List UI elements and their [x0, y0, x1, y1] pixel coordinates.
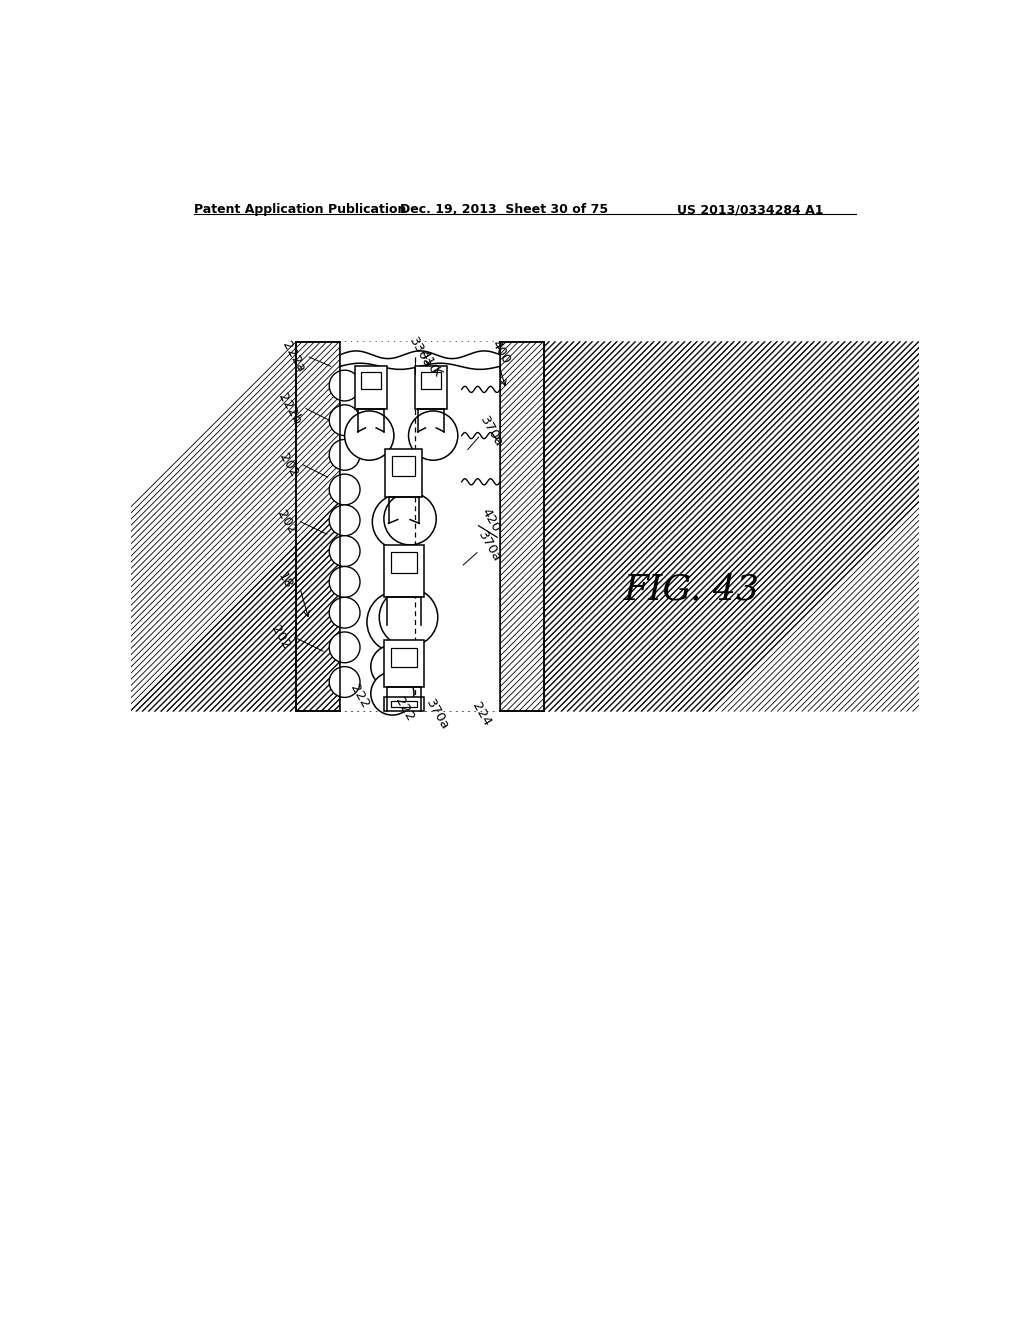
Text: 202: 202 [268, 623, 292, 652]
Bar [384, 697, 424, 711]
Text: 400: 400 [488, 338, 512, 367]
Circle shape [379, 589, 438, 647]
Circle shape [384, 492, 436, 545]
Text: 202: 202 [274, 508, 298, 536]
Text: 18: 18 [274, 570, 295, 591]
Circle shape [371, 672, 414, 715]
Circle shape [409, 411, 458, 461]
Text: 224: 224 [469, 700, 494, 729]
Text: K: K [428, 366, 443, 379]
Circle shape [345, 411, 394, 461]
Bar [384, 640, 424, 686]
Text: Dec. 19, 2013  Sheet 30 of 75: Dec. 19, 2013 Sheet 30 of 75 [400, 203, 608, 216]
Text: 222: 222 [392, 696, 417, 723]
Circle shape [330, 566, 360, 597]
Text: 202: 202 [276, 450, 301, 479]
Bar [340, 342, 500, 711]
Bar [391, 701, 417, 708]
Bar [500, 342, 544, 711]
Bar [360, 372, 381, 389]
Bar [391, 648, 417, 667]
Circle shape [330, 632, 360, 663]
Circle shape [330, 597, 360, 628]
Circle shape [330, 440, 360, 470]
Circle shape [330, 667, 360, 697]
Bar [415, 367, 447, 409]
Text: 330a: 330a [407, 335, 434, 370]
Text: 370a: 370a [423, 697, 452, 733]
Circle shape [330, 506, 360, 536]
Bar [354, 367, 387, 409]
Text: 420: 420 [478, 506, 503, 535]
Bar [391, 552, 417, 573]
Text: 222b: 222b [275, 391, 304, 426]
Circle shape [330, 405, 360, 436]
Text: 222a: 222a [280, 339, 307, 375]
Text: 222: 222 [348, 681, 372, 710]
Circle shape [330, 474, 360, 504]
Bar [384, 545, 424, 598]
Circle shape [330, 536, 360, 566]
Text: FIG. 43: FIG. 43 [624, 573, 760, 607]
Bar [296, 342, 340, 711]
Text: 410: 410 [417, 348, 441, 376]
Text: US 2013/0334284 A1: US 2013/0334284 A1 [677, 203, 823, 216]
Circle shape [373, 494, 428, 549]
Circle shape [367, 591, 429, 653]
Bar [392, 455, 416, 475]
Bar [421, 372, 441, 389]
Circle shape [371, 645, 414, 688]
Circle shape [330, 370, 360, 401]
Text: 370a: 370a [477, 414, 505, 450]
Text: Patent Application Publication: Patent Application Publication [194, 203, 407, 216]
Text: 370a: 370a [475, 529, 504, 565]
Bar [385, 449, 422, 498]
